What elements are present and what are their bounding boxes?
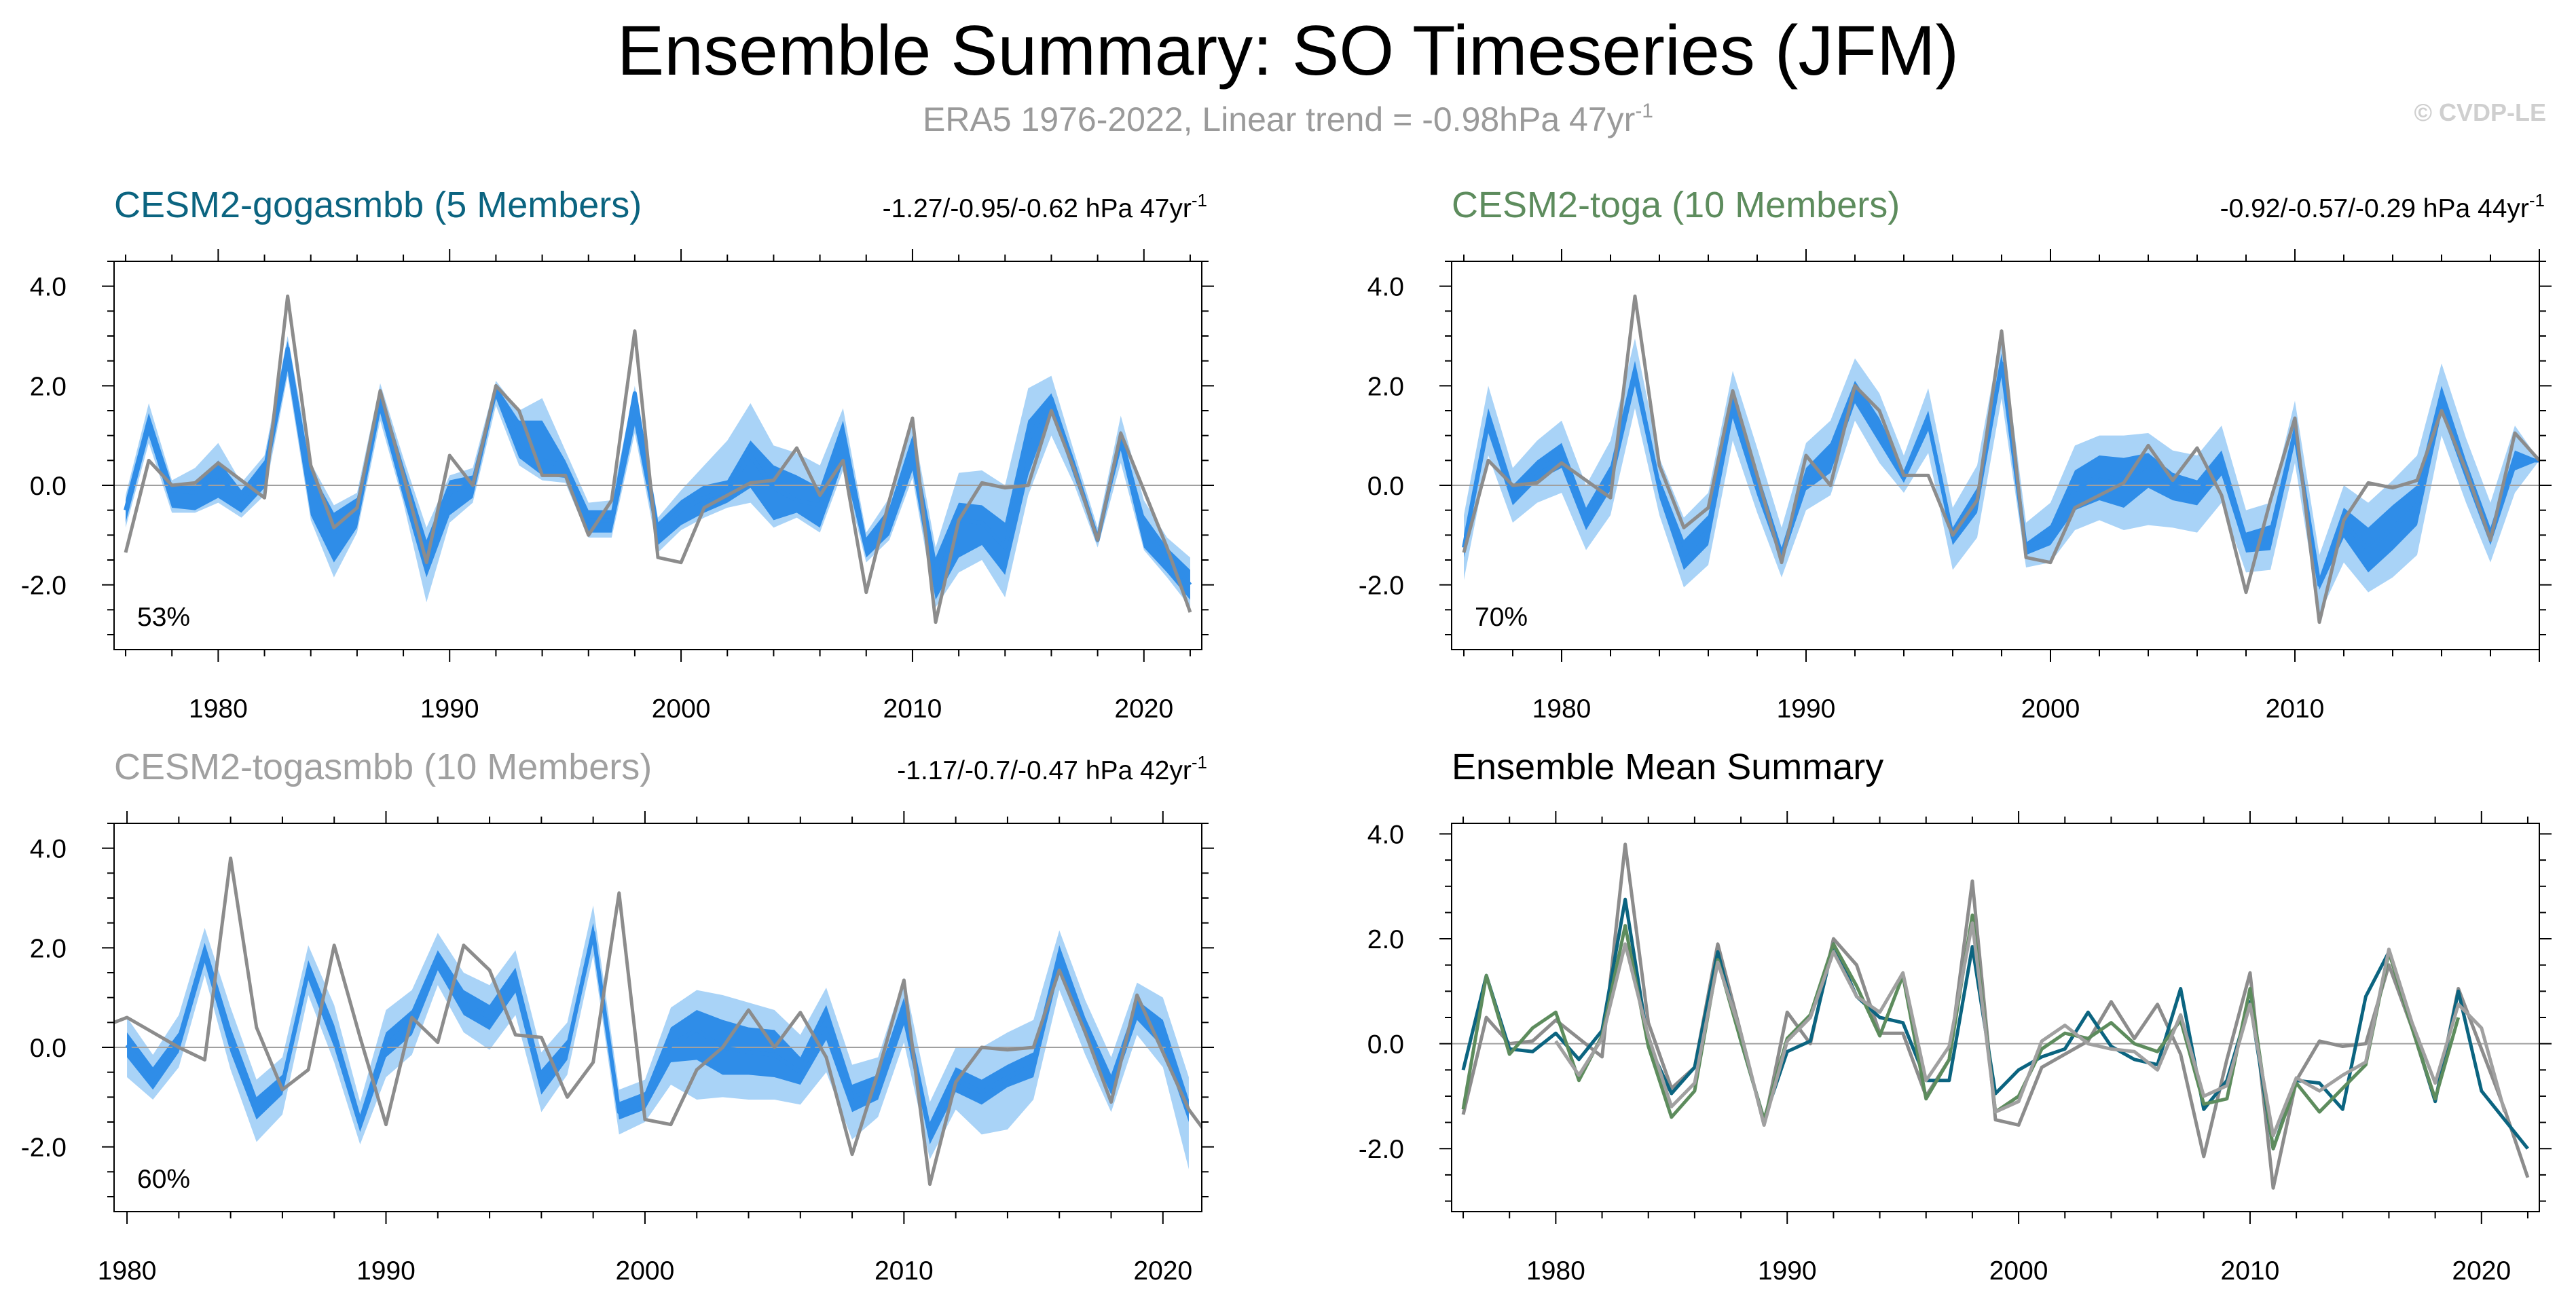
era5-line bbox=[114, 856, 1202, 1186]
era5-line bbox=[1462, 294, 2539, 624]
plot-area bbox=[1452, 294, 2539, 624]
panel-title: CESM2-toga (10 Members) bbox=[1452, 185, 1900, 225]
panel-title: Ensemble Mean Summary bbox=[1452, 747, 1883, 787]
panel-trend: -0.92/-0.57/-0.29 hPa 44yr-1 bbox=[2220, 190, 2545, 223]
y-tick-label: 0.0 bbox=[1367, 1030, 1404, 1060]
panel-trend-superscript: -1 bbox=[1192, 190, 1207, 210]
y-tick-label: 4.0 bbox=[30, 273, 67, 302]
y-tick-label: 2.0 bbox=[30, 934, 67, 963]
y-tick-label: 0.0 bbox=[1367, 472, 1404, 501]
panel-trend-superscript: -1 bbox=[1192, 752, 1207, 772]
y-tick-label: 2.0 bbox=[1367, 372, 1404, 401]
y-tick-label: 4.0 bbox=[30, 835, 67, 864]
percent-label: 53% bbox=[137, 603, 190, 632]
x-tick-label: 2010 bbox=[2266, 694, 2325, 724]
era5-line bbox=[124, 294, 1192, 624]
x-tick-label: 2010 bbox=[883, 694, 942, 724]
watermark: © CVDP-LE bbox=[2414, 98, 2546, 126]
x-tick-label: 2010 bbox=[875, 1256, 934, 1286]
y-tick-label: 4.0 bbox=[1367, 273, 1404, 302]
panel-togasmbb: -2.0 0.0 2.0 4.0 1980 1990 2000 2010 2020 CESM2-t… bbox=[21, 747, 1214, 1286]
outer-band bbox=[126, 336, 1190, 608]
subtitle-superscript: -1 bbox=[1635, 100, 1653, 122]
x-tick-label: 2020 bbox=[1133, 1256, 1192, 1286]
subtitle-text: ERA5 1976-2022, Linear trend = -0.98hPa … bbox=[923, 100, 1635, 138]
ensemble-mean-line bbox=[1462, 361, 2539, 587]
x-tick-label: 2000 bbox=[1989, 1256, 2048, 1286]
y-tick-label: 4.0 bbox=[1367, 820, 1404, 849]
ensemble-mean-line bbox=[125, 931, 1191, 1137]
panel-trend-text: -1.17/-0.7/-0.47 hPa 42yr bbox=[897, 756, 1192, 785]
y-tick-label: -2.0 bbox=[1359, 1135, 1404, 1164]
y-tick-label: 2.0 bbox=[1367, 925, 1404, 954]
series-line-cesm2-togasmbb bbox=[1554, 921, 2507, 1138]
x-tick-label: 2000 bbox=[616, 1256, 675, 1286]
y-tick-label: -2.0 bbox=[1359, 572, 1404, 601]
panel-title: CESM2-gogasmbb (5 Members) bbox=[114, 185, 642, 225]
x-tick-label: 1980 bbox=[1526, 1256, 1585, 1286]
x-tick-label: 1990 bbox=[420, 694, 479, 724]
plot-frame bbox=[113, 823, 1202, 1212]
percent-label: 60% bbox=[137, 1165, 190, 1194]
x-tick-label: 2020 bbox=[2452, 1256, 2511, 1286]
outer-band bbox=[127, 905, 1189, 1170]
panel-trend-text: -0.92/-0.57/-0.29 hPa 44yr bbox=[2220, 194, 2529, 223]
x-tick-label: 1990 bbox=[1758, 1256, 1817, 1286]
plot-area bbox=[114, 294, 1202, 624]
panel-trend-superscript: -1 bbox=[2529, 190, 2545, 210]
plot-area bbox=[1452, 842, 2539, 1190]
y-tick-label: 0.0 bbox=[30, 1034, 67, 1063]
y-tick-label: 0.0 bbox=[30, 472, 67, 501]
x-tick-label: 1990 bbox=[1777, 694, 1836, 724]
x-tick-label: 2020 bbox=[1114, 694, 1173, 724]
plot-frame bbox=[113, 261, 1202, 650]
panel-toga: -2.0 0.0 2.0 4.0 1980 1990 2000 2010 CESM2-toga … bbox=[1359, 185, 2552, 724]
x-tick-label: 1990 bbox=[356, 1256, 416, 1286]
y-tick-label: 2.0 bbox=[30, 372, 67, 401]
main-title: Ensemble Summary: SO Timeseries (JFM) bbox=[617, 12, 1959, 90]
x-tick-label: 1980 bbox=[189, 694, 248, 724]
x-tick-label: 1980 bbox=[98, 1256, 157, 1286]
y-tick-label: -2.0 bbox=[21, 1134, 67, 1163]
x-tick-label: 2000 bbox=[652, 694, 711, 724]
panel-trend-text: -1.27/-0.95/-0.62 hPa 47yr bbox=[883, 194, 1192, 223]
series-line-era5 bbox=[1461, 842, 2530, 1190]
panel-trend: -1.27/-0.95/-0.62 hPa 47yr-1 bbox=[883, 190, 1207, 223]
panel-ensemble-mean-summary: -2.0 0.0 2.0 4.0 1980 1990 2000 2010 2020 Ensembl… bbox=[1359, 747, 2552, 1286]
plot-frame bbox=[1451, 261, 2540, 650]
x-tick-label: 2010 bbox=[2221, 1256, 2280, 1286]
x-tick-label: 2000 bbox=[2021, 694, 2080, 724]
panel-trend: -1.17/-0.7/-0.47 hPa 42yr-1 bbox=[897, 752, 1207, 785]
subtitle: ERA5 1976-2022, Linear trend = -0.98hPa … bbox=[923, 100, 1653, 138]
panel-gogasmbb: -2.0 0.0 2.0 4.0 1980 1990 2000 2010 2020 CESM2-g… bbox=[21, 185, 1214, 724]
y-tick-label: -2.0 bbox=[21, 572, 67, 601]
x-tick-label: 1980 bbox=[1532, 694, 1591, 724]
ensemble-mean-line bbox=[124, 346, 1192, 587]
plot-area bbox=[114, 856, 1202, 1186]
panel-title: CESM2-togasmbb (10 Members) bbox=[114, 747, 652, 787]
percent-label: 70% bbox=[1475, 603, 1528, 632]
